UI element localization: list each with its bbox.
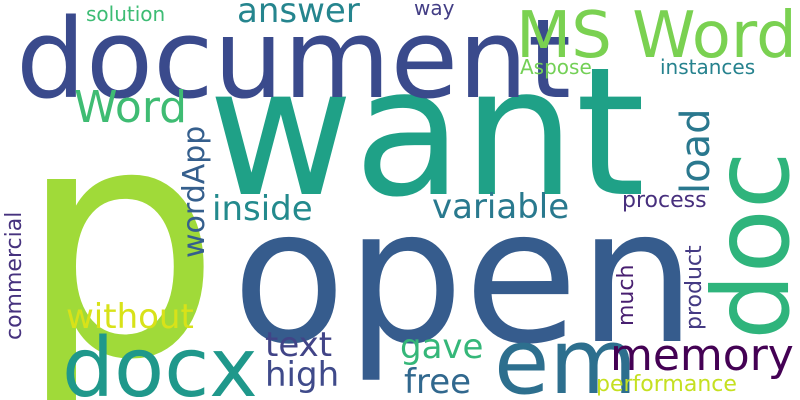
word-load: load	[673, 108, 719, 195]
word-process: process	[622, 188, 707, 213]
word-way: way	[414, 0, 455, 20]
word-without: without	[66, 297, 194, 337]
word-answer: answer	[237, 0, 360, 31]
word-open: open	[232, 168, 697, 385]
word-p: p	[18, 58, 222, 400]
word-memory: memory	[610, 330, 794, 381]
word-want: want	[208, 29, 646, 236]
word-instances: instances	[660, 55, 756, 79]
word-docx: docx	[62, 321, 258, 400]
word-much: much	[614, 264, 639, 326]
word-ms-word: MS Word	[516, 0, 797, 73]
word-free: free	[404, 362, 472, 400]
word-product: product	[682, 245, 707, 330]
word-aspose: Aspose	[520, 55, 592, 79]
word-em: em	[494, 310, 638, 400]
word-document: document	[16, 0, 571, 123]
word-gave: gave	[400, 327, 484, 367]
word-inside: inside	[212, 189, 313, 229]
word-commercial: commercial	[2, 211, 27, 340]
word-performance: performance	[596, 372, 737, 397]
word-solution: solution	[86, 2, 166, 26]
word-high: high	[265, 355, 340, 395]
word-variable: variable	[432, 187, 570, 227]
word-word: Word	[74, 82, 188, 133]
word-wordapp: wordApp	[177, 125, 212, 258]
word-text: text	[265, 325, 333, 365]
